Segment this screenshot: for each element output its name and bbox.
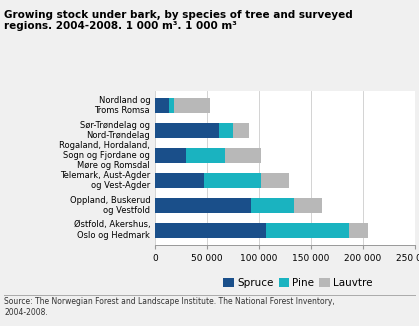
Bar [155, 148, 186, 163]
Bar [233, 123, 248, 138]
Text: Growing stock under bark, by species of tree and surveyed
regions. 2004-2008. 1 : Growing stock under bark, by species of … [4, 10, 353, 31]
Legend: Spruce, Pine, Lauvtre: Spruce, Pine, Lauvtre [221, 276, 375, 290]
Bar [174, 98, 210, 113]
Bar [155, 198, 251, 213]
Bar [155, 173, 204, 188]
Text: Source: The Norwegian Forest and Landscape Institute. The National Forest Invent: Source: The Norwegian Forest and Landsca… [4, 297, 335, 317]
Bar [168, 98, 174, 113]
Bar [155, 123, 220, 138]
Bar [155, 98, 168, 113]
Bar [155, 223, 266, 238]
Bar [204, 173, 261, 188]
Bar [349, 223, 368, 238]
Bar [266, 223, 349, 238]
Bar [225, 148, 261, 163]
Bar [186, 148, 225, 163]
Bar [220, 123, 233, 138]
Bar [261, 173, 289, 188]
Bar [294, 198, 322, 213]
Bar [251, 198, 294, 213]
